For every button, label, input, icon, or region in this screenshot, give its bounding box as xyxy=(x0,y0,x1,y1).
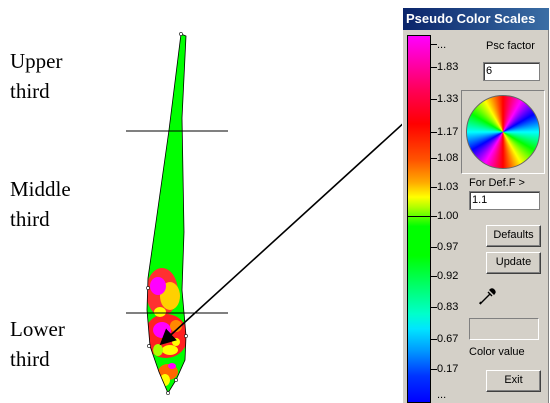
pointer-arrow xyxy=(159,123,402,346)
lower-third-label: Lower third xyxy=(10,317,65,371)
leaf-figure xyxy=(126,32,402,395)
scale-label: 1.00 xyxy=(437,210,459,222)
scale-label: 0.92 xyxy=(437,270,459,282)
scale-label: 1.17 xyxy=(437,126,459,138)
middle-third-label: Middle third xyxy=(10,177,71,231)
scale-label: 1.03 xyxy=(437,181,459,193)
upper-third-label: Upper third xyxy=(10,49,63,103)
exit-button[interactable]: Exit xyxy=(486,370,541,392)
scale-label: 0.97 xyxy=(437,241,459,253)
scale-label: ... xyxy=(437,389,447,401)
reference-line xyxy=(407,216,437,217)
scale-label: ... xyxy=(437,39,447,51)
def-f-label: For Def.F > xyxy=(469,177,525,189)
psc-factor-input[interactable]: 6 xyxy=(483,62,540,81)
scale-label: 1.83 xyxy=(437,61,459,73)
color-value-label: Color value xyxy=(469,346,525,358)
scale-label: 0.83 xyxy=(437,301,459,313)
scale-label: 1.08 xyxy=(437,152,459,164)
scale-label: 1.33 xyxy=(437,93,459,105)
psc-factor-label: Psc factor xyxy=(486,40,535,52)
color-wheel[interactable] xyxy=(466,95,540,169)
color-value-display xyxy=(469,318,539,340)
update-button[interactable]: Update xyxy=(486,252,541,274)
eyedropper-icon[interactable] xyxy=(476,285,498,307)
color-wheel-frame xyxy=(461,90,545,174)
scale-label: 0.67 xyxy=(437,333,459,345)
scale-label: 0.17 xyxy=(437,363,459,375)
window-title: Pseudo Color Scales xyxy=(403,8,549,30)
color-scale-bar xyxy=(407,35,431,403)
defaults-button[interactable]: Defaults xyxy=(486,225,541,247)
def-f-input[interactable]: 1.1 xyxy=(469,191,540,210)
